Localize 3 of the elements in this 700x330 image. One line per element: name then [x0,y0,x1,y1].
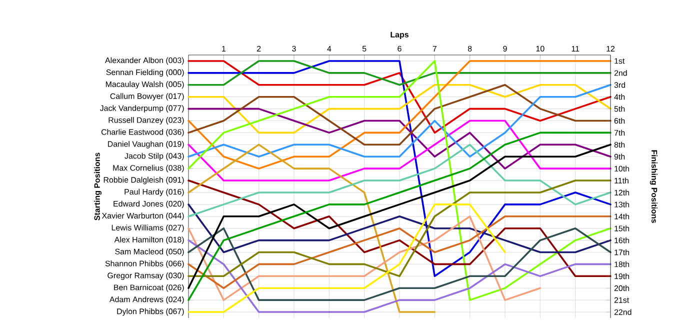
line-series [188,84,612,158]
line-series [188,180,612,278]
line-series [188,84,612,146]
